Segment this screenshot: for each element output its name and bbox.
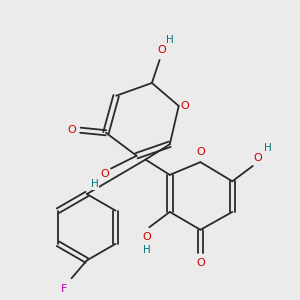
Text: F: F [61, 284, 67, 293]
Text: H: H [166, 34, 174, 45]
Text: O: O [196, 147, 205, 157]
Text: O: O [158, 45, 167, 55]
Text: O: O [254, 153, 262, 163]
Text: O: O [67, 125, 76, 135]
Text: O: O [181, 101, 190, 111]
Text: H: H [91, 179, 98, 189]
Text: H: H [264, 143, 272, 153]
Text: O: O [196, 258, 205, 268]
Text: O: O [100, 169, 109, 178]
Text: O: O [142, 232, 151, 242]
Text: H: H [143, 245, 151, 255]
